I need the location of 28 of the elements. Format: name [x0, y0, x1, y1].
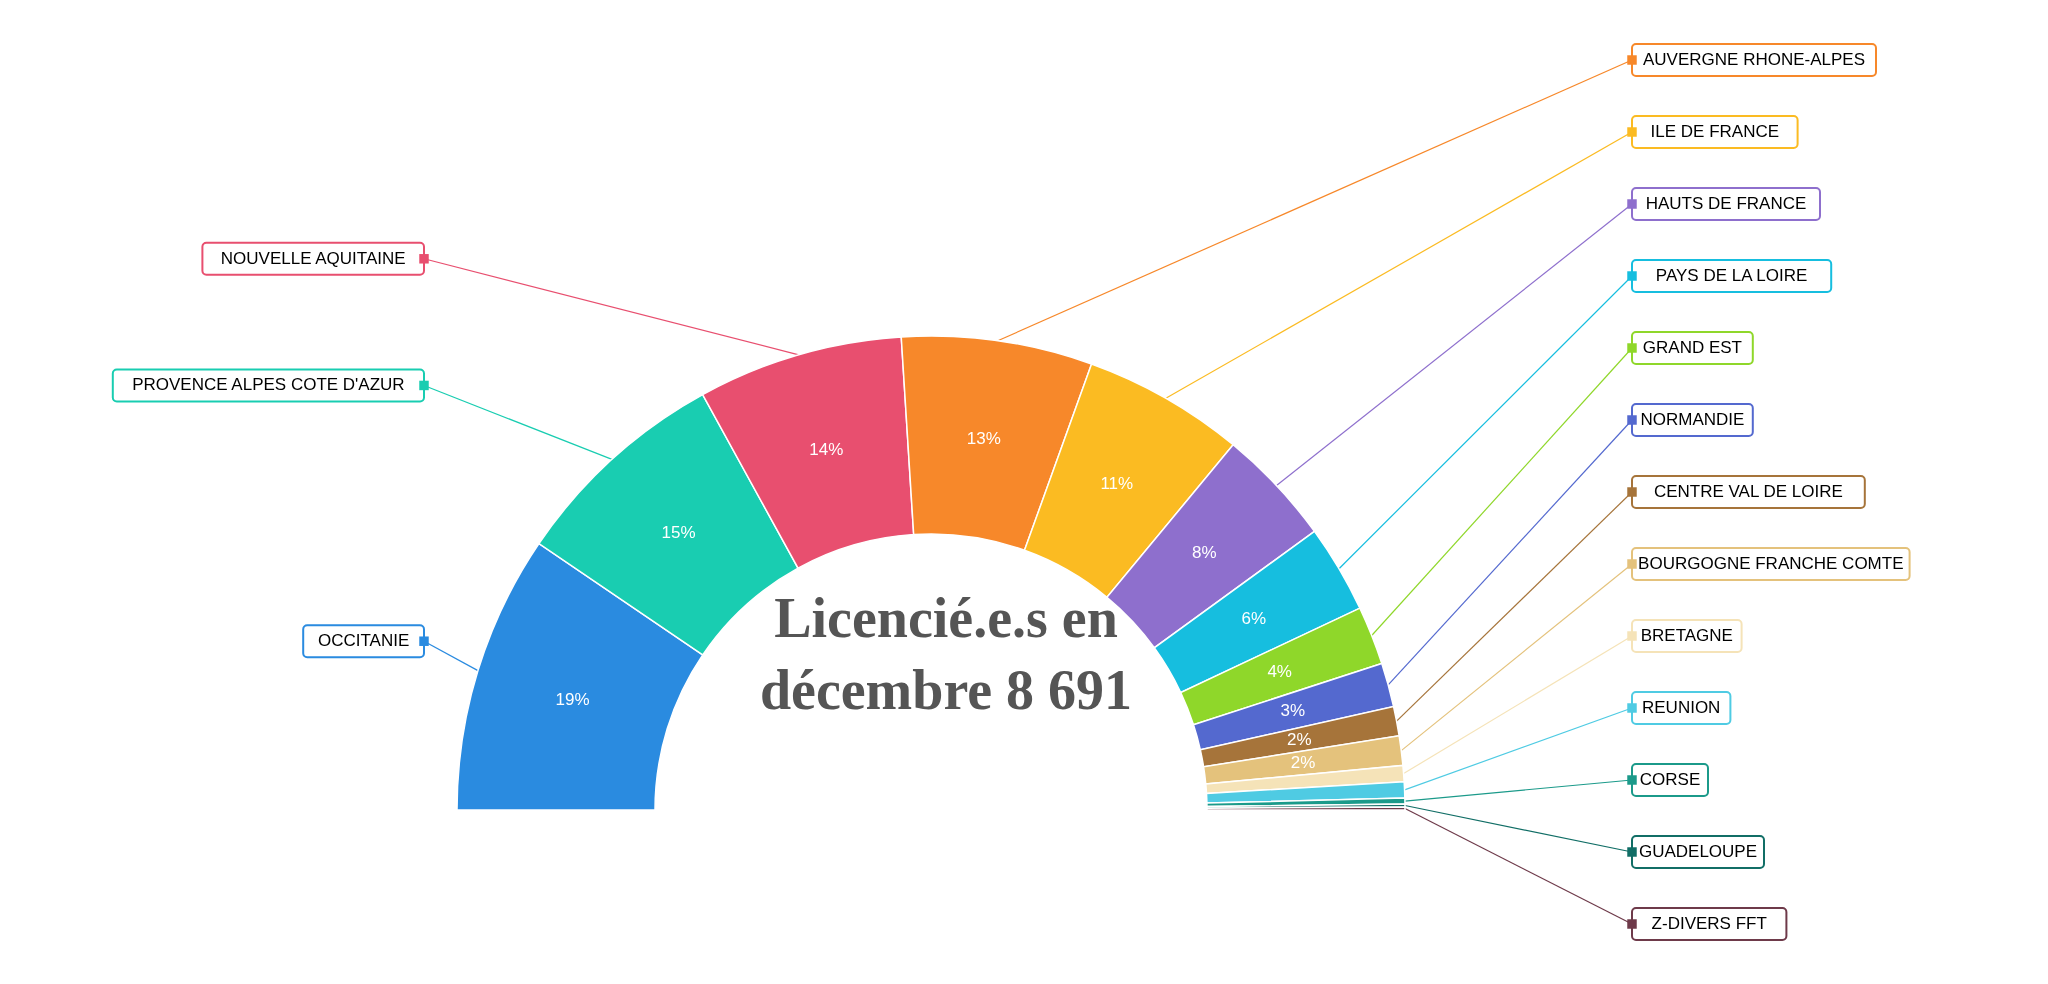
- data-label: 11%: [1100, 474, 1134, 494]
- slice-label: OCCITANIE: [317, 631, 410, 651]
- data-label: 6%: [1241, 609, 1267, 629]
- legend-label: Z-DIVERS FFT: [1651, 914, 1767, 933]
- slice-label: NOUVELLE AQUITAINE: [220, 248, 406, 268]
- legend-label: CENTRE VAL DE LOIRE: [1653, 482, 1843, 501]
- data-label: 8%: [1192, 543, 1217, 563]
- legend-label: GRAND EST: [1642, 338, 1742, 357]
- legend-label: CORSE: [1639, 770, 1701, 789]
- legend-label: BRETAGNE: [1640, 626, 1733, 645]
- data-label: 4%: [1267, 661, 1292, 681]
- legend-label: REUNION: [1642, 698, 1721, 717]
- slice-label: PROVENCE ALPES COTE D'AZUR: [132, 375, 405, 395]
- legend-label: BOURGOGNE FRANCHE COMTE: [1638, 554, 1904, 573]
- data-label: 14%: [809, 439, 844, 459]
- data-label: 2%: [1290, 753, 1316, 772]
- data-label: 15%: [661, 522, 696, 542]
- legend-label: AUVERGNE RHONE-ALPES: [1643, 50, 1865, 69]
- data-label: 3%: [1280, 701, 1305, 721]
- data-label: 2%: [1287, 729, 1312, 749]
- legend-label: GUADELOUPE: [1638, 842, 1758, 861]
- legend-label: HAUTS DE FRANCE: [1645, 194, 1807, 213]
- text: Licencié.e.s en décembre 8 691: [759, 587, 1133, 721]
- data-label: 19%: [555, 689, 590, 709]
- legend-label: ILE DE FRANCE: [1650, 122, 1780, 141]
- data-label: 13%: [966, 428, 1001, 448]
- legend-label: NORMANDIE: [1640, 410, 1745, 429]
- legend-label: PAYS DE LA LOIRE: [1655, 266, 1808, 285]
